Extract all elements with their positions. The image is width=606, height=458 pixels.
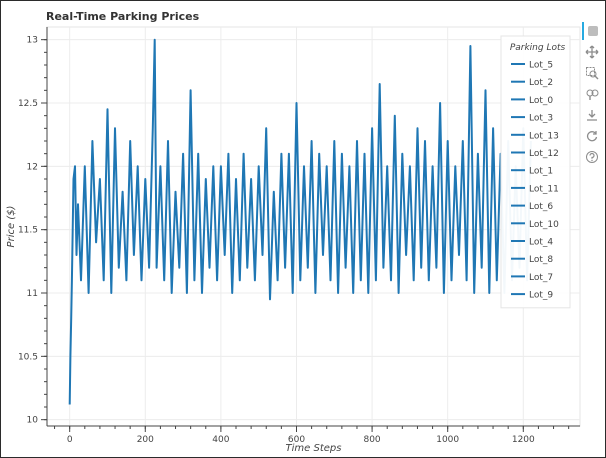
legend-item[interactable]: Lot_3	[511, 114, 553, 124]
legend-item[interactable]: Lot_10	[511, 220, 559, 230]
y-tick-label: 10	[27, 416, 39, 426]
legend-item[interactable]: Lot_2	[511, 78, 553, 88]
pan-icon[interactable]	[583, 43, 601, 61]
legend-label: Lot_13	[529, 131, 559, 141]
legend-item[interactable]: Lot_7	[511, 273, 553, 283]
y-tick-label: 10.5	[18, 352, 38, 362]
legend-label: Lot_12	[529, 149, 559, 159]
help-icon[interactable]	[583, 148, 601, 166]
x-tick-label: 0	[67, 435, 73, 445]
legend-label: Lot_11	[529, 184, 559, 194]
legend-label: Lot_2	[529, 78, 553, 88]
legend-label: Lot_10	[529, 220, 559, 230]
toolbar	[582, 22, 602, 169]
save-icon[interactable]	[583, 106, 601, 124]
series-line-lot_5[interactable]	[68, 38, 532, 405]
x-tick-label: 600	[288, 435, 305, 445]
series-lines	[68, 38, 532, 405]
legend-item[interactable]: Lot_6	[511, 202, 553, 212]
legend-label: Lot_1	[529, 167, 553, 177]
x-axis-label: Time Steps	[286, 443, 342, 454]
legend-item[interactable]: Lot_5	[511, 61, 553, 71]
grid	[47, 27, 580, 426]
axes: 0 200 400 600 800 1000 1200 10 10.5 11 11.5 12 12.5 1…	[6, 27, 580, 454]
legend-item[interactable]: Lot_13	[511, 131, 559, 141]
x-tick-label: 200	[137, 435, 154, 445]
reset-icon[interactable]	[583, 127, 601, 145]
legend-item[interactable]: Lot_12	[511, 149, 559, 159]
legend-label: Lot_0	[529, 96, 553, 106]
x-tick-label: 1000	[436, 435, 459, 445]
legend-item[interactable]: Lot_4	[511, 238, 553, 248]
legend: Parking Lots Lot_5 Lot_2 Lot_0 Lot_3 Lot_13 Lo…	[500, 35, 571, 309]
x-tick-label: 1200	[512, 435, 535, 445]
y-tick-label: 12.5	[18, 99, 38, 109]
bokeh-logo-icon[interactable]	[582, 22, 602, 40]
legend-item[interactable]: Lot_0	[511, 96, 553, 106]
legend-label: Lot_3	[529, 114, 553, 124]
legend-label: Lot_6	[529, 202, 553, 212]
legend-item[interactable]: Lot_9	[511, 291, 553, 301]
x-tick-label: 800	[363, 435, 380, 445]
chart-title: Real-Time Parking Prices	[46, 10, 200, 23]
legend-label: Lot_5	[529, 61, 553, 71]
box-zoom-icon[interactable]	[583, 64, 601, 82]
x-tick-label: 400	[212, 435, 229, 445]
y-tick-label: 12	[27, 162, 38, 172]
legend-item[interactable]: Lot_1	[511, 167, 553, 177]
legend-item[interactable]: Lot_8	[511, 255, 553, 265]
y-axis-label: Price ($)	[6, 206, 17, 248]
legend-title: Parking Lots	[510, 43, 566, 53]
y-tick-label: 11.5	[18, 226, 38, 236]
wheel-zoom-icon[interactable]	[583, 85, 601, 103]
legend-item[interactable]: Lot_11	[511, 184, 559, 194]
legend-label: Lot_8	[529, 255, 553, 265]
legend-label: Lot_4	[529, 238, 553, 248]
legend-label: Lot_7	[529, 273, 553, 283]
legend-label: Lot_9	[529, 291, 553, 301]
y-tick-label: 13	[27, 36, 38, 46]
y-tick-label: 11	[27, 289, 38, 299]
